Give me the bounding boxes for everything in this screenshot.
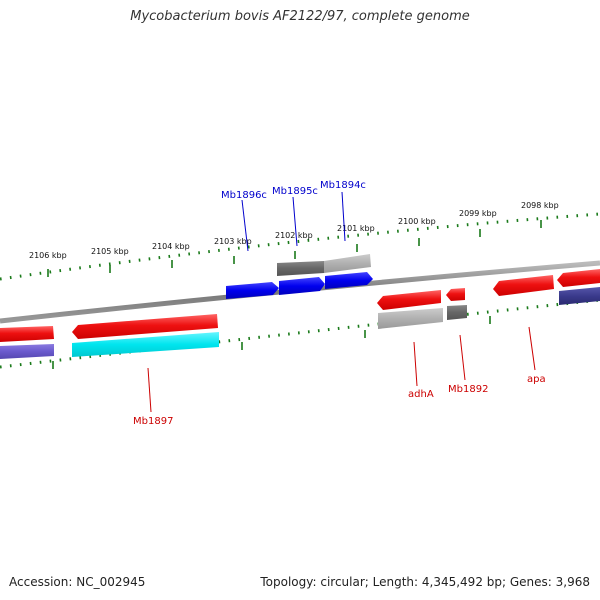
gene-mb1895c-arrow xyxy=(279,277,325,295)
gene-gray-light-lower xyxy=(378,308,443,329)
gene-mb1897-arrow xyxy=(72,314,218,339)
gene-label-mb1896c: Mb1896c xyxy=(221,190,267,201)
gene-left-red-arrow xyxy=(0,326,54,342)
gene-right-navy xyxy=(559,287,600,305)
gene-left-purple xyxy=(0,344,54,359)
scale-label: 2102 kbp xyxy=(275,231,313,240)
scale-label: 2105 kbp xyxy=(91,247,129,256)
gene-label-mb1895c: Mb1895c xyxy=(272,186,318,197)
lower-major-ticks xyxy=(52,316,491,369)
ruler-major-ticks xyxy=(47,220,542,277)
gene-label-adhA: adhA xyxy=(408,389,434,400)
gene-mb1894c-arrow xyxy=(325,272,373,289)
gene-right-red-arrow xyxy=(557,269,600,287)
scale-label: 2101 kbp xyxy=(337,224,375,233)
gene-mb1892-gray xyxy=(447,305,467,320)
scale-label: 2099 kbp xyxy=(459,209,497,218)
gene-adhA-arrow xyxy=(377,290,441,310)
scale-label: 2104 kbp xyxy=(152,242,190,251)
scale-label: 2106 kbp xyxy=(29,251,67,260)
accession-text: Accession: NC_002945 xyxy=(9,575,146,589)
scale-label: 2100 kbp xyxy=(398,217,436,226)
scale-label: 2103 kbp xyxy=(214,237,252,246)
topology-text: Topology: circular; Length: 4,345,492 bp… xyxy=(260,575,590,589)
gene-mb1896c-arrow xyxy=(226,282,279,299)
map-title: Mycobacterium bovis AF2122/97, complete … xyxy=(130,9,470,24)
gene-label-apa: apa xyxy=(527,374,546,385)
gene-feature-gray-light xyxy=(324,254,371,273)
gene-label-mb1897: Mb1897 xyxy=(133,416,173,427)
gene-feature-gray-dark xyxy=(277,261,324,276)
gene-apa-arrow xyxy=(493,275,554,296)
label-leaders xyxy=(147,191,536,413)
scale-ruler: 2106 kbp 2105 kbp 2104 kbp 2103 kbp 2102… xyxy=(0,201,600,281)
gene-cyan-feature xyxy=(72,332,219,357)
gene-label-mb1894c: Mb1894c xyxy=(320,180,366,191)
gene-mb1892-arrow xyxy=(446,288,465,301)
gene-label-mb1892: Mb1892 xyxy=(448,384,488,395)
scale-label: 2098 kbp xyxy=(521,201,559,210)
